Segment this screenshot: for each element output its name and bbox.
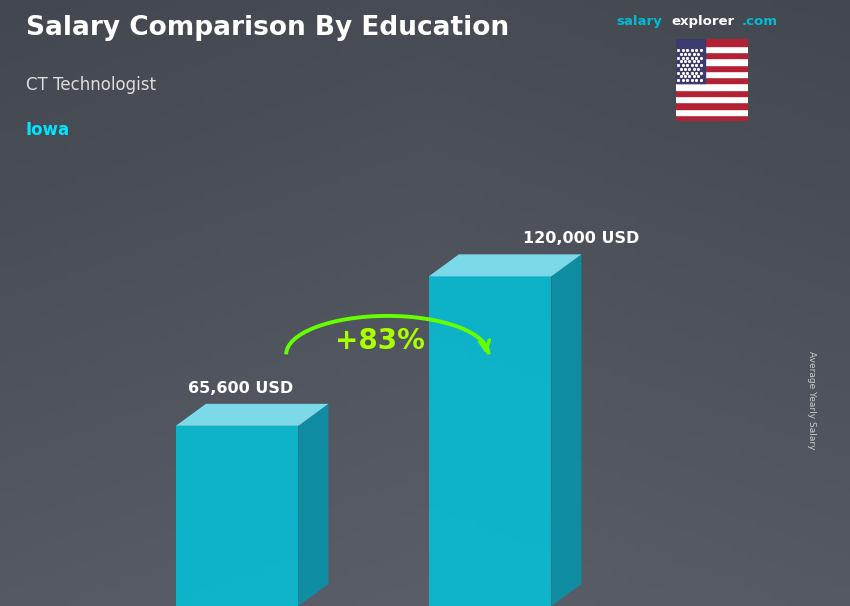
Bar bbox=[676, 39, 748, 45]
Polygon shape bbox=[429, 255, 581, 276]
Polygon shape bbox=[176, 404, 328, 426]
Polygon shape bbox=[552, 255, 581, 606]
Bar bbox=[676, 84, 748, 90]
Text: explorer: explorer bbox=[672, 15, 734, 28]
Bar bbox=[676, 102, 748, 108]
Text: 65,600 USD: 65,600 USD bbox=[189, 381, 294, 396]
Bar bbox=[676, 58, 748, 65]
Bar bbox=[676, 71, 748, 77]
Text: salary: salary bbox=[616, 15, 662, 28]
Text: Average Yearly Salary: Average Yearly Salary bbox=[808, 351, 816, 449]
Bar bbox=[676, 108, 748, 115]
Polygon shape bbox=[298, 404, 328, 606]
Text: Salary Comparison By Education: Salary Comparison By Education bbox=[26, 15, 508, 41]
Text: Iowa: Iowa bbox=[26, 121, 70, 139]
Bar bbox=[676, 115, 748, 121]
Text: 120,000 USD: 120,000 USD bbox=[523, 231, 639, 246]
Bar bbox=[676, 77, 748, 84]
Bar bbox=[676, 52, 748, 58]
Bar bbox=[676, 65, 748, 71]
Text: .com: .com bbox=[741, 15, 777, 28]
Text: +83%: +83% bbox=[335, 327, 424, 355]
Bar bbox=[676, 39, 705, 84]
Bar bbox=[676, 45, 748, 52]
Polygon shape bbox=[176, 426, 298, 606]
Polygon shape bbox=[429, 276, 552, 606]
Bar bbox=[676, 96, 748, 102]
Bar bbox=[676, 90, 748, 96]
Text: CT Technologist: CT Technologist bbox=[26, 76, 156, 94]
